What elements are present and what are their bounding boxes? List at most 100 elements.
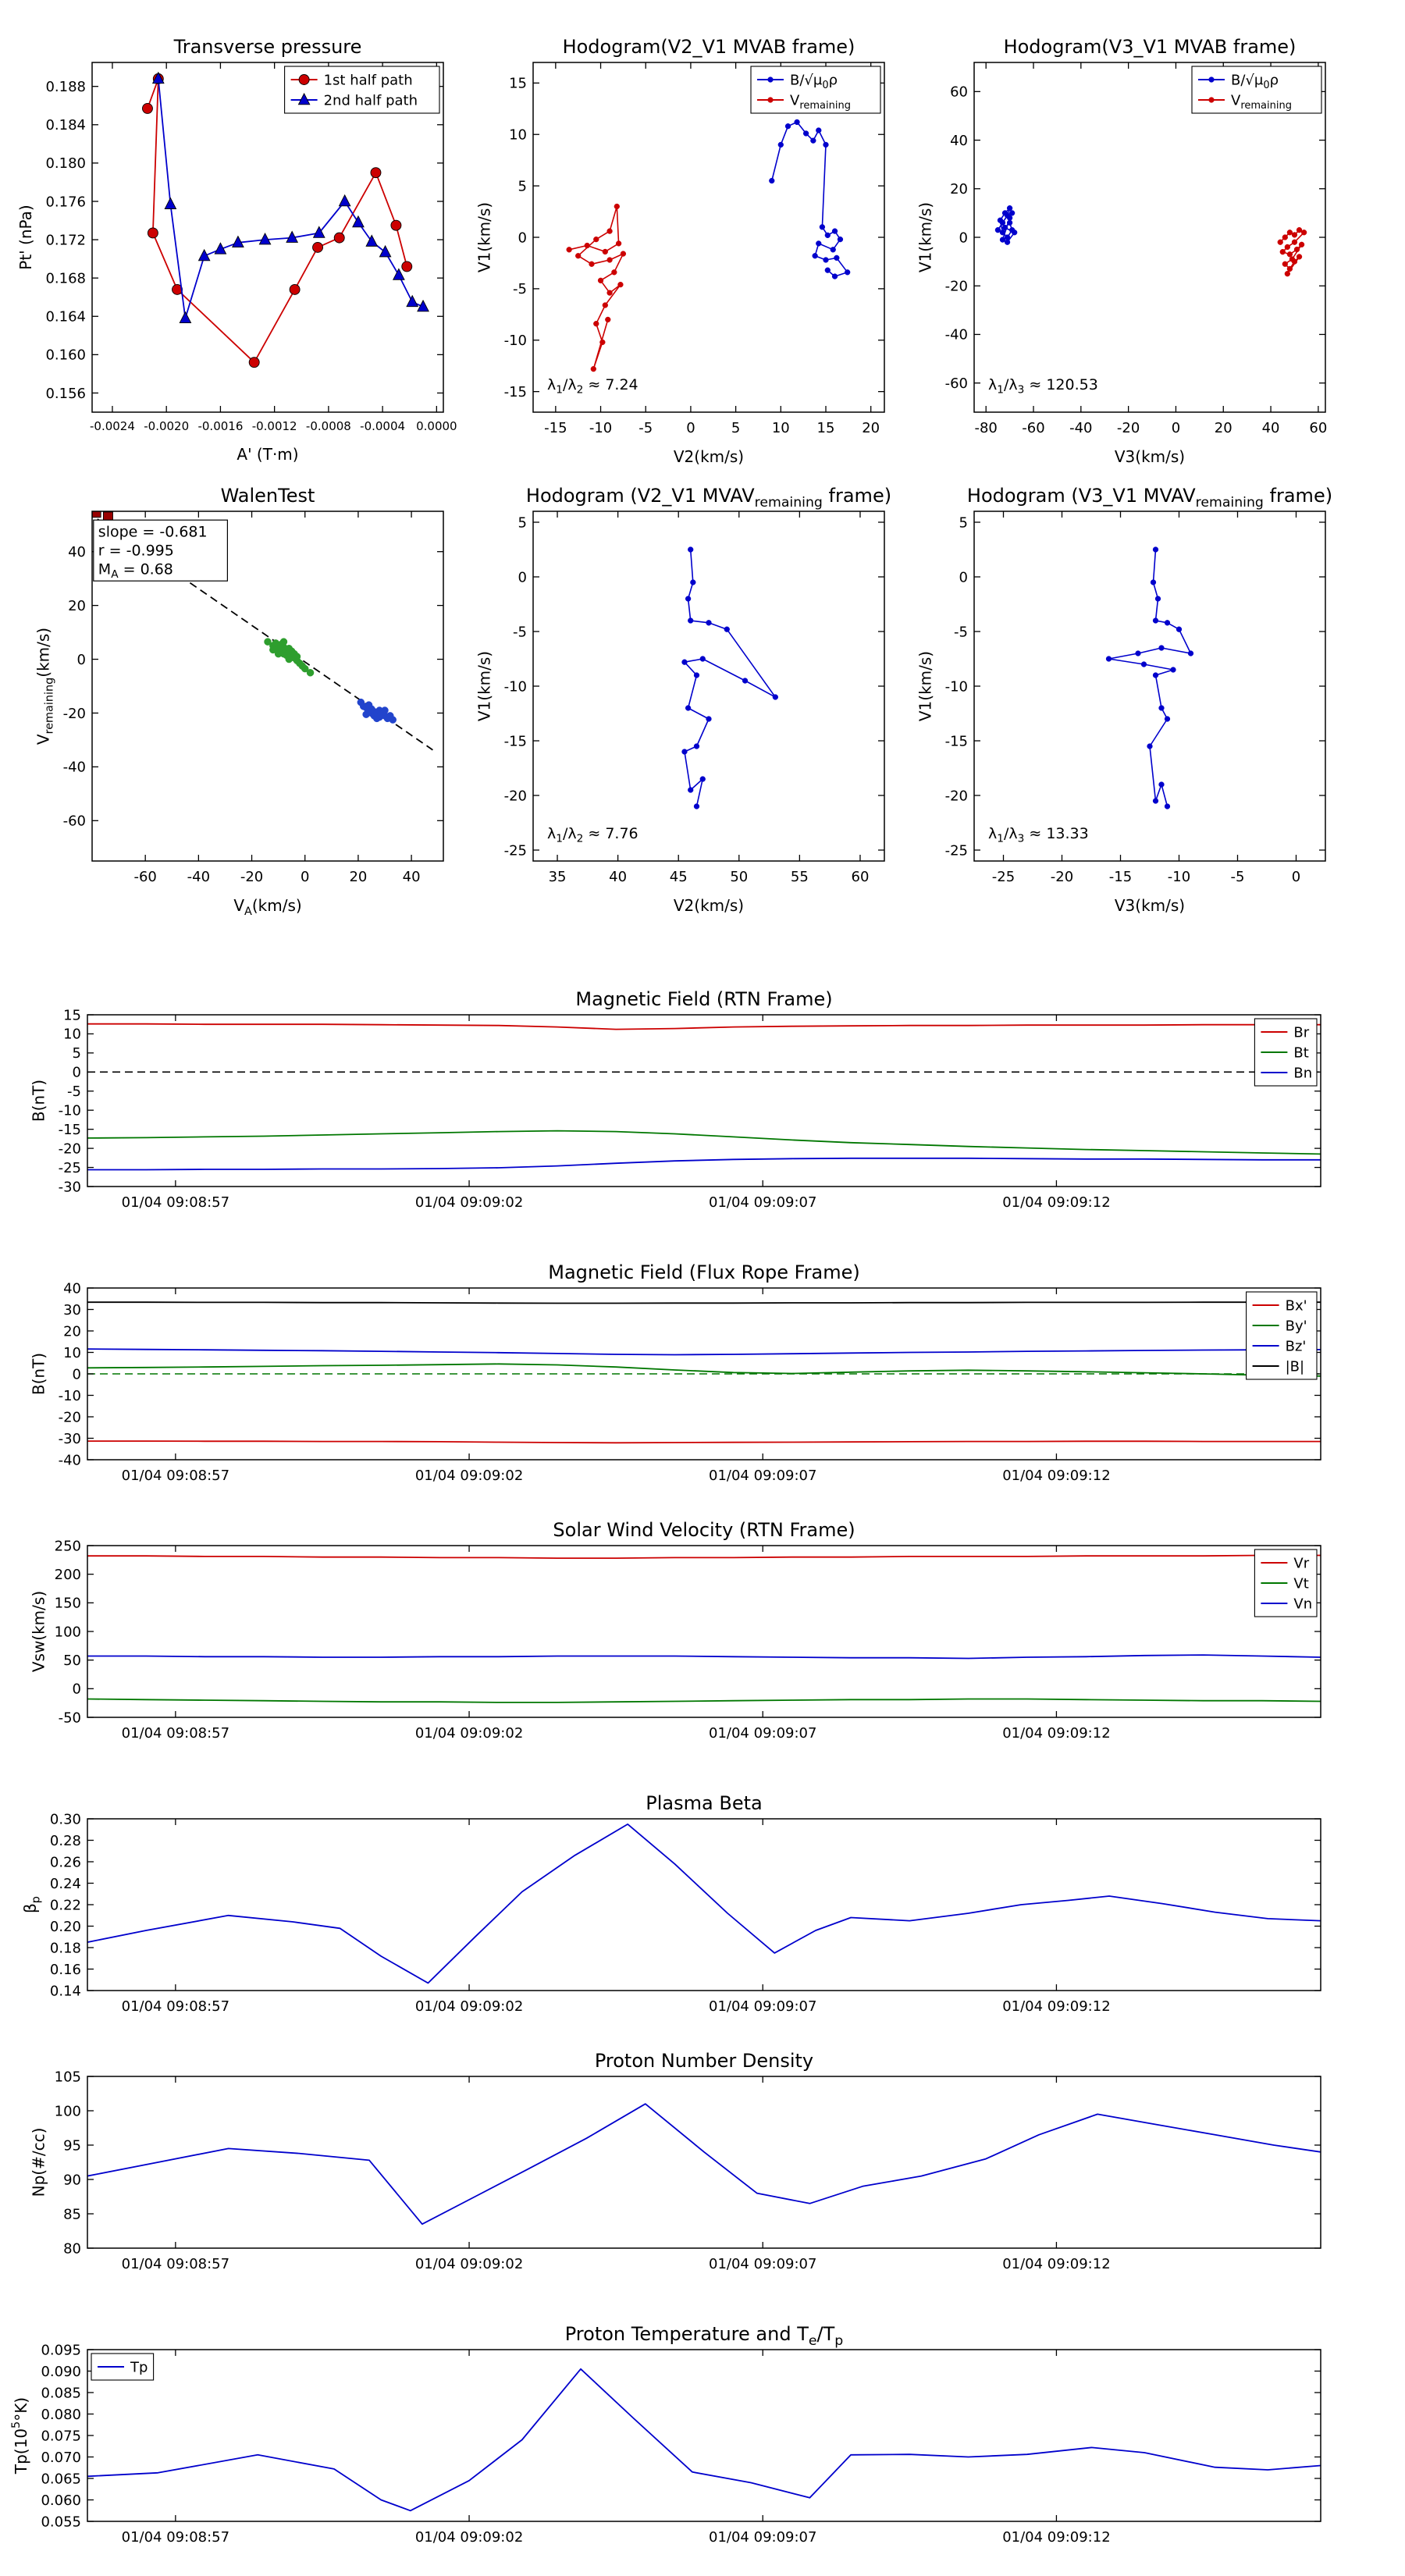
x-tick-label: 20 bbox=[862, 420, 880, 436]
y-tick-label: 0.070 bbox=[41, 2450, 81, 2466]
y-tick-label: -40 bbox=[63, 760, 86, 776]
y-tick-label: 85 bbox=[63, 2206, 81, 2222]
y-tick-label: -15 bbox=[504, 733, 527, 749]
x-tick-label: 55 bbox=[791, 869, 809, 885]
y-tick-label: 0 bbox=[959, 229, 968, 246]
y-tick-label: -5 bbox=[513, 281, 527, 297]
y-tick-label: -15 bbox=[945, 733, 968, 749]
y-tick-label: 5 bbox=[73, 1045, 81, 1062]
chart-title-hodogram-v2v1-mvav: Hodogram (V2_V1 MVAVremaining frame) bbox=[526, 485, 891, 511]
x-tick-label: 0.0000 bbox=[416, 419, 457, 433]
y-tick-label: 105 bbox=[55, 2069, 81, 2085]
y-axis-label: βp bbox=[20, 1896, 42, 1913]
x-tick-label: -80 bbox=[974, 420, 997, 436]
annotation-line: slope = -0.681 bbox=[98, 523, 208, 540]
x-tick-label: -15 bbox=[1109, 869, 1132, 885]
plot-area-proton-temperature bbox=[87, 2368, 1321, 2512]
y-tick-label: 0.055 bbox=[41, 2514, 81, 2530]
x-axis-label: V3(km/s) bbox=[1115, 447, 1185, 466]
y-axis-label: B(nT) bbox=[30, 1353, 48, 1395]
legend-label: Vremaining bbox=[1231, 92, 1292, 112]
y-tick-label: 5 bbox=[959, 514, 968, 531]
x-tick-label: 20 bbox=[1215, 420, 1232, 436]
series-line bbox=[87, 1130, 1321, 1155]
y-tick-label: -30 bbox=[59, 1179, 81, 1195]
x-tick-label: 40 bbox=[1262, 420, 1280, 436]
legend-label: B/√μ0ρ bbox=[790, 72, 838, 91]
plot-area-magnetic-field-flux-rope bbox=[87, 1301, 1321, 1444]
x-axis-label: A' (T·m) bbox=[237, 445, 298, 464]
x-tick-label: 01/04 09:08:57 bbox=[122, 1998, 229, 2015]
x-tick-label: 01/04 09:09:02 bbox=[415, 1194, 523, 1211]
x-tick-label: -40 bbox=[1069, 420, 1092, 436]
x-tick-label: -15 bbox=[544, 420, 567, 436]
y-tick-label: -10 bbox=[504, 333, 527, 349]
x-tick-label: -60 bbox=[1022, 420, 1044, 436]
y-tick-label: 0.30 bbox=[50, 1811, 81, 1827]
x-tick-label: -60 bbox=[133, 869, 156, 885]
x-tick-label: 01/04 09:09:07 bbox=[709, 1468, 816, 1484]
y-tick-label: 200 bbox=[55, 1567, 81, 1583]
y-tick-label: 0 bbox=[77, 652, 86, 668]
plot-area-solar-wind-velocity bbox=[87, 1554, 1321, 1703]
x-tick-label: 15 bbox=[817, 420, 835, 436]
legend-label: Bz' bbox=[1286, 1338, 1307, 1354]
y-tick-label: -15 bbox=[504, 384, 527, 400]
y-tick-label: 20 bbox=[68, 598, 86, 614]
y-tick-label: 0 bbox=[73, 1065, 81, 1081]
axes-frame bbox=[87, 1818, 1321, 1991]
axes-frame bbox=[91, 511, 444, 862]
y-tick-label: -15 bbox=[59, 1122, 81, 1138]
x-tick-label: 01/04 09:09:02 bbox=[415, 1725, 523, 1742]
x-tick-label: -40 bbox=[187, 869, 210, 885]
plot-area-hodogram-v3v1-mvav bbox=[1105, 546, 1194, 809]
y-tick-label: 0.24 bbox=[50, 1876, 81, 1892]
annotation-text: λ1/λ3 ≈ 120.53 bbox=[988, 376, 1098, 397]
x-tick-label: 35 bbox=[549, 869, 567, 885]
annotation-line: r = -0.995 bbox=[98, 542, 174, 559]
series-line bbox=[87, 1348, 1321, 1356]
x-tick-label: 0 bbox=[1172, 420, 1180, 436]
chart-solar-wind-velocity: 01/04 09:08:57 01/04 09:09:02 01/04 09:09:… bbox=[30, 1519, 1321, 1742]
plot-area-hodogram-v2v1-mvab bbox=[566, 119, 851, 372]
y-tick-label: -10 bbox=[59, 1388, 81, 1404]
x-tick-label: -20 bbox=[240, 869, 263, 885]
x-tick-label: 20 bbox=[349, 869, 367, 885]
chart-title-hodogram-v3v1-mvab: Hodogram(V3_V1 MVAB frame) bbox=[1004, 36, 1297, 58]
series-line bbox=[87, 1654, 1321, 1660]
chart-title-proton-number-density: Proton Number Density bbox=[595, 2050, 813, 2072]
y-tick-label: -25 bbox=[945, 842, 968, 859]
legend-label: Bn bbox=[1293, 1065, 1312, 1081]
x-tick-label: 01/04 09:09:07 bbox=[709, 1725, 816, 1742]
legend-transverse-pressure: 1st half path 2nd half path bbox=[284, 66, 440, 114]
y-tick-label: 40 bbox=[63, 1280, 81, 1297]
x-tick-label: 01/04 09:09:07 bbox=[709, 2529, 816, 2546]
y-tick-label: -20 bbox=[945, 279, 968, 295]
y-tick-label: 0 bbox=[73, 1366, 81, 1382]
plot-area-hodogram-v3v1-mvab bbox=[994, 205, 1307, 277]
y-tick-label: 20 bbox=[63, 1323, 81, 1340]
legend-label: 1st half path bbox=[324, 72, 413, 88]
y-axis-label: V1(km/s) bbox=[916, 651, 935, 721]
chart-magnetic-field-flux-rope: 01/04 09:08:57 01/04 09:09:02 01/04 09:09:… bbox=[30, 1261, 1321, 1484]
y-tick-label: 0 bbox=[518, 569, 527, 585]
x-tick-label: 0 bbox=[1292, 869, 1300, 885]
y-tick-label: 90 bbox=[63, 2172, 81, 2188]
y-tick-label: 0 bbox=[518, 229, 527, 246]
y-tick-label: 15 bbox=[63, 1007, 81, 1023]
y-axis-label: V1(km/s) bbox=[916, 202, 935, 272]
y-tick-label: 0.26 bbox=[50, 1854, 81, 1870]
chart-title-walen-test: WalenTest bbox=[221, 485, 315, 507]
y-axis-label: Pt' (nPa) bbox=[16, 205, 35, 269]
x-tick-label: 01/04 09:09:07 bbox=[709, 1998, 816, 2015]
x-tick-label: 01/04 09:09:07 bbox=[709, 2256, 816, 2272]
y-axis-label: B(nT) bbox=[30, 1080, 48, 1122]
y-tick-label: 10 bbox=[63, 1026, 81, 1043]
x-axis-label: V3(km/s) bbox=[1115, 896, 1185, 915]
legend-label: Vn bbox=[1293, 1596, 1312, 1612]
x-tick-label: -5 bbox=[1231, 869, 1245, 885]
legend-label: Br bbox=[1293, 1024, 1309, 1041]
chart-title-hodogram-v3v1-mvav: Hodogram (V3_V1 MVAVremaining frame) bbox=[967, 485, 1332, 511]
y-tick-label: 0.18 bbox=[50, 1940, 81, 1956]
